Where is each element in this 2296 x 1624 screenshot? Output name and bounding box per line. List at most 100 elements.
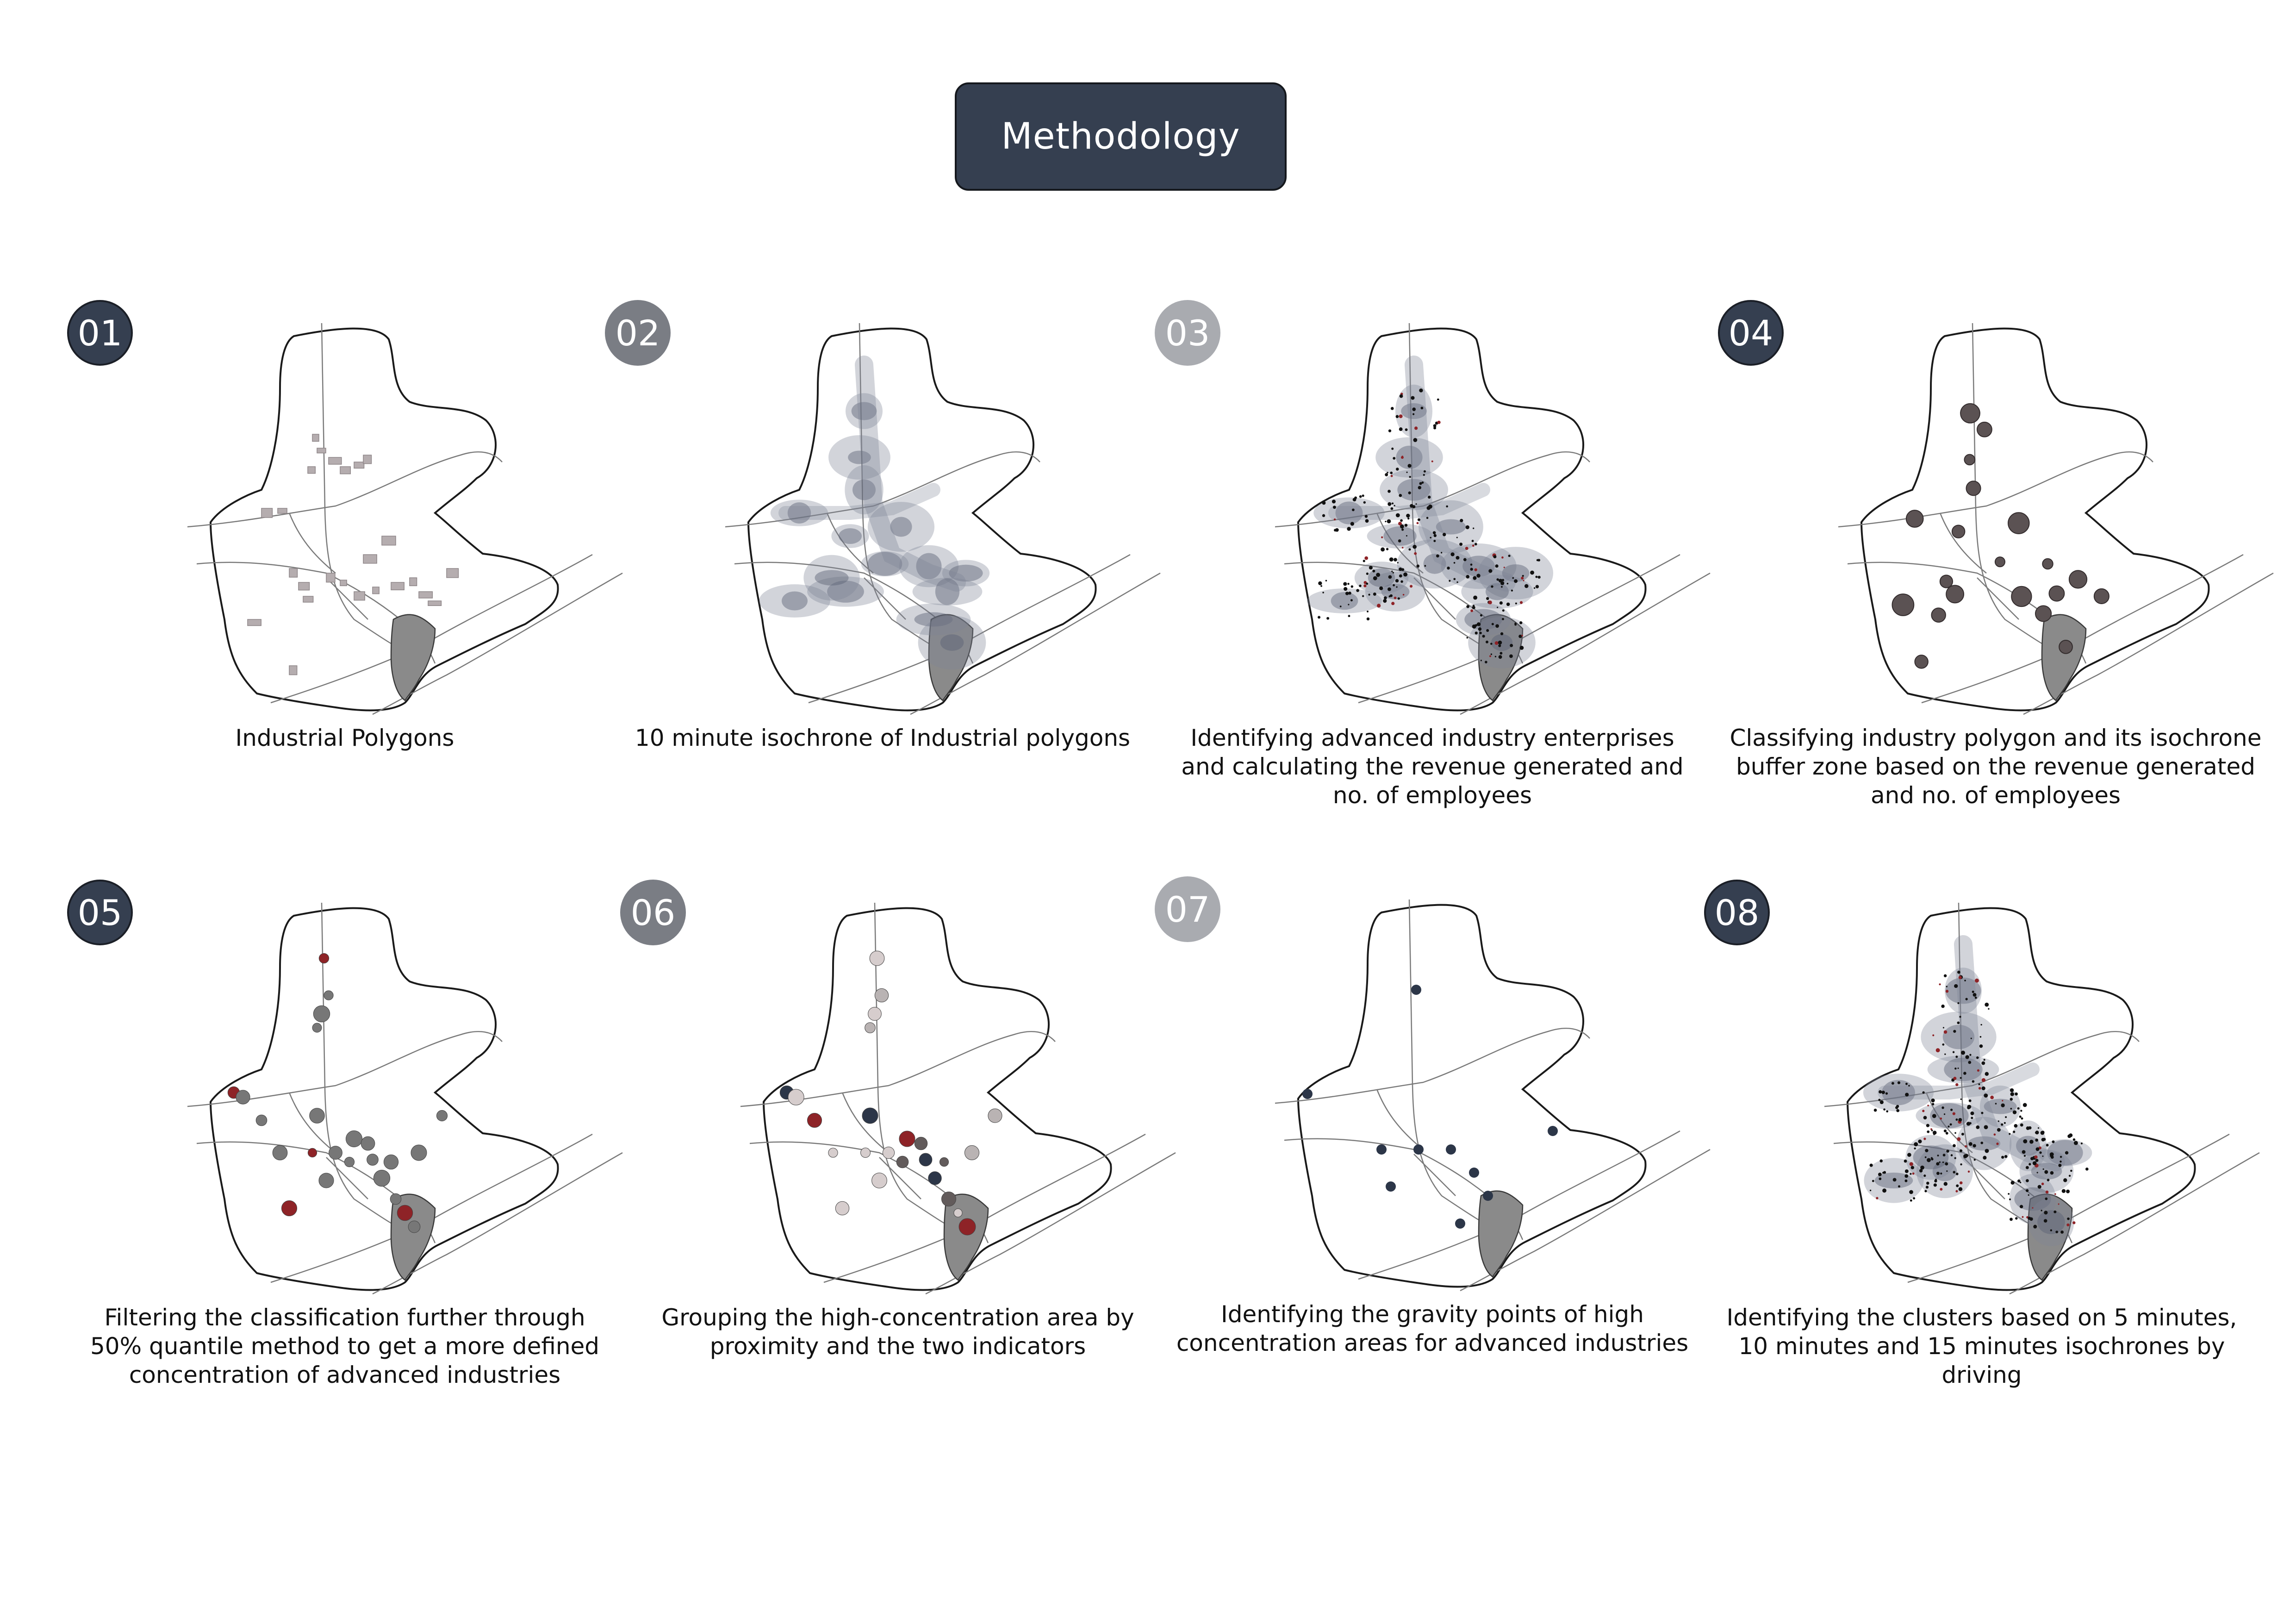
isochrone-core: [815, 570, 849, 586]
enterprise-point: [1519, 621, 1523, 625]
enterprise-point: [1925, 1186, 1929, 1189]
industrial-polygon: [372, 587, 380, 594]
enterprise-point: [1393, 584, 1395, 587]
enterprise-point: [1387, 472, 1388, 474]
road-line: [187, 1031, 503, 1107]
enterprise-point: [1960, 1077, 1962, 1079]
enterprise-point: [1497, 606, 1499, 608]
enterprise-point: [1923, 1137, 1926, 1140]
enterprise-point: [1421, 481, 1424, 484]
filtered-point: [988, 1108, 1002, 1123]
road-line: [864, 577, 906, 620]
enterprise-point: [1364, 556, 1369, 560]
enterprise-point: [1942, 1043, 1945, 1046]
enterprise-point: [1393, 456, 1396, 460]
isochrone-blob: [1367, 524, 1433, 549]
filtered-point: [914, 1137, 928, 1150]
enterprise-point: [1395, 579, 1399, 583]
enterprise-point: [1518, 634, 1522, 638]
enterprise-point: [2001, 1156, 2004, 1159]
enterprise-point: [1485, 661, 1487, 663]
isochrone-blob: [1916, 1144, 1973, 1199]
enterprise-point: [1453, 562, 1456, 564]
enterprise-point: [1391, 447, 1394, 450]
enterprise-point: [1942, 1154, 1946, 1156]
road-line: [1413, 577, 1456, 620]
enterprise-point: [1976, 1125, 1980, 1129]
enterprise-point: [1953, 1030, 1956, 1033]
enterprise-point: [1533, 587, 1536, 589]
road-line: [2023, 572, 2274, 715]
enterprise-point: [1332, 500, 1336, 504]
methodology-title: Methodology: [955, 82, 1287, 191]
gravity-point: [1446, 1144, 1456, 1155]
enterprise-point: [2035, 1147, 2040, 1151]
enterprise-point: [1509, 654, 1513, 658]
enterprise-point: [1969, 1054, 1972, 1056]
isochrone-core: [916, 553, 942, 580]
filtered-point: [344, 1156, 355, 1168]
enterprise-point: [1404, 524, 1408, 527]
road-line: [925, 1152, 1176, 1295]
enterprise-point: [1939, 1161, 1941, 1163]
enterprise-point: [1968, 1142, 1972, 1146]
enterprise-point: [1985, 1149, 1989, 1153]
step-caption: Filtering the classification further thr…: [90, 1304, 600, 1388]
enterprise-point: [1394, 596, 1397, 600]
enterprise-point: [2002, 1100, 2004, 1102]
enterprise-point: [1955, 1056, 1958, 1058]
enterprise-point: [1418, 486, 1421, 490]
enterprise-point: [1996, 1143, 1999, 1145]
road-line: [1977, 577, 2019, 620]
step-panel-05: 05 Filtering the classification further …: [67, 880, 623, 1458]
industrial-polygon: [247, 619, 261, 626]
isochrone-blob: [1307, 588, 1382, 613]
enterprise-point: [1437, 420, 1441, 424]
enterprise-point: [1363, 584, 1367, 587]
boundary-outline: [1297, 904, 1647, 1288]
enterprise-point: [1974, 996, 1977, 999]
enterprise-point: [1332, 506, 1336, 509]
enterprise-point: [1320, 585, 1323, 587]
isochrone-blob: [867, 502, 935, 552]
isochrone-core: [949, 564, 983, 582]
enterprise-point: [2017, 1107, 2020, 1110]
enterprise-point: [1322, 501, 1326, 505]
enterprise-point: [1396, 468, 1399, 471]
enterprise-point: [1979, 1044, 1983, 1048]
industrial-polygon: [317, 448, 326, 454]
enterprise-point: [1470, 609, 1474, 612]
enterprise-point: [1910, 1166, 1914, 1169]
enterprise-point: [1908, 1085, 1910, 1087]
enterprise-point: [1350, 585, 1354, 588]
enterprise-point: [1950, 1108, 1953, 1111]
enterprise-point: [1407, 517, 1410, 520]
enterprise-point: [1348, 591, 1351, 595]
enterprise-point: [1935, 1048, 1940, 1053]
classified-bubble: [1960, 403, 1980, 424]
boundary-outline: [762, 907, 1112, 1291]
isochrone-blob: [770, 500, 828, 526]
enterprise-point: [2041, 1210, 2042, 1212]
enterprise-point: [1368, 593, 1370, 596]
enterprise-point: [1931, 1130, 1933, 1131]
enterprise-point: [1891, 1082, 1894, 1085]
enterprise-point: [1456, 581, 1458, 583]
industrial-polygon: [261, 508, 273, 518]
filtered-point: [868, 1007, 882, 1021]
enterprise-point: [1954, 984, 1958, 988]
enterprise-point: [1981, 1078, 1986, 1082]
enterprise-point: [1882, 1188, 1887, 1193]
enterprise-point: [1326, 617, 1330, 620]
isochrone-blob: [918, 615, 986, 670]
enterprise-point: [1366, 582, 1369, 585]
enterprise-point: [1407, 464, 1412, 468]
enterprise-point: [1965, 1055, 1969, 1059]
enterprise-point: [1981, 1112, 1984, 1114]
enterprise-point: [2005, 1116, 2007, 1118]
enterprise-point: [1376, 573, 1381, 577]
enterprise-point: [2066, 1189, 2070, 1193]
enterprise-point: [2010, 1098, 2013, 1101]
enterprise-point: [1953, 1076, 1957, 1080]
boundary-outline: [209, 907, 559, 1291]
